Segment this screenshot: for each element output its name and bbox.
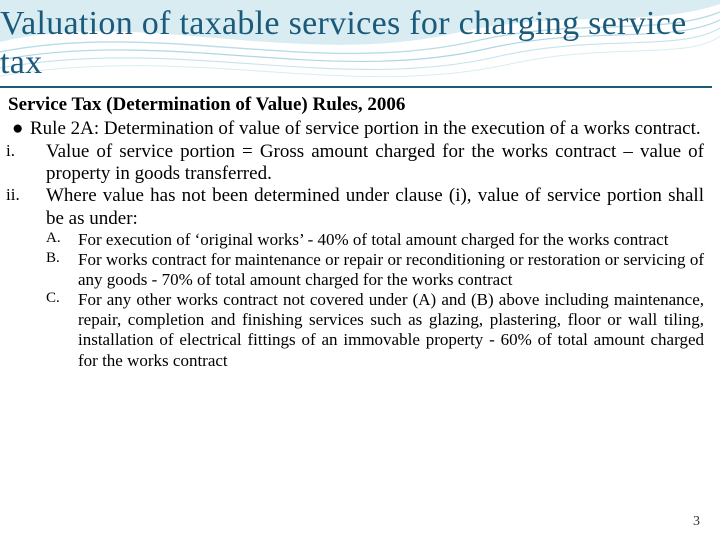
- page-number: 3: [693, 514, 700, 530]
- roman-item-ii: ii. Where value has not been determined …: [4, 185, 704, 230]
- letter-marker: C.: [46, 290, 78, 370]
- bullet-marker: ●: [12, 118, 30, 140]
- bullet-rule-2a: ● Rule 2A: Determination of value of ser…: [12, 118, 704, 140]
- letter-item-b: B. For works contract for maintenance or…: [46, 250, 704, 290]
- slide-content: Valuation of taxable services for chargi…: [0, 0, 720, 371]
- roman-item-i: i. Value of service portion = Gross amou…: [4, 141, 704, 186]
- roman-marker: ii.: [4, 185, 46, 230]
- roman-marker: i.: [4, 141, 46, 186]
- roman-text: Where value has not been determined unde…: [46, 185, 704, 230]
- letter-marker: A.: [46, 230, 78, 250]
- page-title: Valuation of taxable services for chargi…: [0, 4, 712, 88]
- bullet-text: Rule 2A: Determination of value of servi…: [30, 118, 701, 140]
- letter-text: For works contract for maintenance or re…: [78, 250, 704, 290]
- letter-text: For any other works contract not covered…: [78, 290, 704, 370]
- letter-text: For execution of ‘original works’ - 40% …: [78, 230, 668, 250]
- subtitle: Service Tax (Determination of Value) Rul…: [8, 94, 704, 116]
- letter-item-c: C. For any other works contract not cove…: [46, 290, 704, 370]
- letter-item-a: A. For execution of ‘original works’ - 4…: [46, 230, 704, 250]
- roman-text: Value of service portion = Gross amount …: [46, 141, 704, 186]
- letter-marker: B.: [46, 250, 78, 290]
